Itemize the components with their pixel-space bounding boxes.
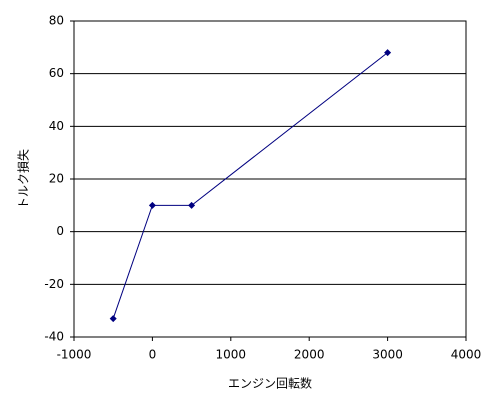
y-tick-label: -40 [44, 330, 64, 344]
y-tick-label: 0 [56, 224, 64, 238]
x-tick-label: 0 [149, 348, 157, 362]
x-tick-label: 2000 [294, 348, 325, 362]
marker [109, 315, 117, 323]
x-tick-label: 4000 [451, 348, 482, 362]
line [112, 52, 388, 319]
marker [188, 201, 196, 209]
x-tick-label: 1000 [216, 348, 247, 362]
plot-border [73, 20, 467, 338]
y-tick-label: -20 [44, 277, 64, 291]
y-tick-label: 40 [49, 119, 64, 133]
marker [384, 49, 392, 57]
y-tick-label: 80 [49, 14, 64, 28]
x-axis-label: エンジン回転数 [228, 376, 312, 391]
y-tick-label: 20 [49, 172, 64, 186]
x-tick-label: -1000 [57, 348, 92, 362]
marker [148, 201, 156, 209]
y-axis-label: トルク損失 [16, 149, 31, 209]
y-tick-label: 60 [49, 66, 64, 80]
x-tick-label: 3000 [372, 348, 403, 362]
